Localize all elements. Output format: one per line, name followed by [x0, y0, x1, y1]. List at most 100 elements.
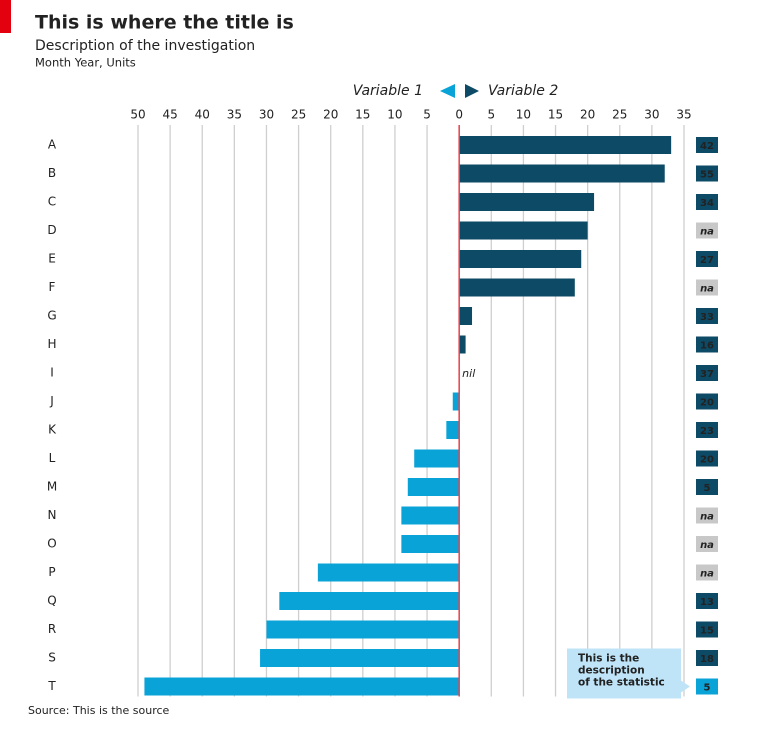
stat-box: [696, 393, 718, 410]
stat-box: [696, 279, 718, 296]
y-tick-label: S: [48, 651, 56, 665]
bar: [459, 250, 582, 268]
x-tick-label: 10: [387, 108, 402, 122]
bar: [414, 449, 460, 468]
x-tick-label: 30: [259, 108, 274, 122]
y-tick-label: N: [48, 508, 57, 522]
y-tick-label: J: [49, 394, 54, 408]
stat-label: 5: [704, 683, 711, 694]
stat-box: [696, 507, 718, 524]
x-tick-label: 25: [612, 108, 627, 122]
stat-box: [696, 593, 718, 609]
x-tick-label: 10: [516, 108, 531, 122]
stat-box: [696, 450, 718, 467]
y-tick-label: C: [48, 195, 56, 209]
y-tick-label: O: [47, 537, 56, 551]
legend-marker: [465, 84, 479, 98]
stat-label: 18: [700, 654, 714, 665]
x-tick-label: 45: [162, 108, 177, 122]
bar: [266, 620, 460, 639]
y-tick-label: K: [48, 423, 57, 437]
stat-label: 5: [704, 483, 711, 494]
annotation-pointer: [681, 680, 690, 693]
x-tick-label: 35: [227, 108, 242, 122]
y-tick-label: T: [47, 679, 56, 693]
stat-box: [696, 308, 718, 324]
stat-label: 20: [700, 455, 714, 466]
bar: [401, 535, 460, 553]
stat-box: [696, 422, 718, 438]
x-tick-label: 15: [548, 108, 563, 122]
legend-label: Variable 1: [353, 83, 423, 99]
stat-label: na: [700, 540, 714, 551]
y-tick-label: L: [49, 451, 56, 465]
stat-box: [696, 678, 718, 695]
bar: [452, 392, 460, 411]
x-tick-label: 20: [323, 108, 338, 122]
y-tick-label: M: [47, 480, 57, 494]
bar: [144, 677, 460, 696]
x-tick-label: 5: [423, 108, 431, 122]
stat-label: 15: [700, 626, 714, 637]
bar: [317, 563, 460, 582]
stat-box: [696, 165, 718, 182]
stat-box: [696, 365, 718, 381]
chart-title: This is where the title is: [35, 12, 294, 34]
y-tick-label: G: [47, 309, 56, 323]
stat-box: [696, 194, 718, 210]
bar: [401, 506, 460, 525]
stat-label: 16: [700, 341, 714, 352]
stat-label: 27: [700, 255, 714, 266]
stat-box: [696, 137, 718, 153]
bar: [446, 421, 460, 439]
brand-bar: [0, 0, 11, 33]
stat-label: 20: [700, 398, 714, 409]
y-tick-label: I: [50, 366, 54, 380]
stat-box: [696, 479, 718, 495]
stat-label: na: [700, 512, 714, 523]
bar: [407, 478, 460, 496]
y-tick-label: D: [47, 223, 56, 237]
stat-box: [696, 650, 718, 666]
x-tick-label: 25: [291, 108, 306, 122]
stat-box: [696, 621, 718, 638]
y-tick-label: B: [48, 166, 56, 180]
stat-label: na: [700, 227, 714, 238]
legend-marker: [440, 84, 455, 98]
y-tick-label: R: [48, 622, 56, 636]
x-tick-label: 20: [580, 108, 595, 122]
bar: [459, 136, 672, 154]
x-tick-label: 5: [487, 108, 495, 122]
bar: [459, 335, 466, 354]
y-tick-label: A: [48, 138, 57, 152]
stat-label: 42: [700, 141, 714, 152]
stat-label: 13: [700, 597, 714, 608]
stat-label: na: [700, 284, 714, 295]
bar: [459, 164, 665, 183]
data-label: nil: [462, 367, 475, 380]
stat-box: [696, 536, 718, 552]
x-tick-label: 15: [355, 108, 370, 122]
stat-box: [696, 251, 718, 267]
stat-label: 33: [700, 312, 714, 323]
chart-subtitle: Description of the investigation: [35, 38, 255, 54]
stat-box: [696, 336, 718, 353]
bar: [459, 278, 575, 297]
x-tick-label: 0: [455, 108, 463, 122]
units: Month Year, Units: [35, 56, 136, 70]
x-tick-label: 50: [130, 108, 145, 122]
x-tick-label: 30: [644, 108, 659, 122]
annotation-text: of the statistic: [578, 677, 665, 689]
stat-box: [696, 564, 718, 581]
stat-label: 37: [700, 369, 714, 380]
bar: [279, 592, 460, 610]
y-tick-label: Q: [47, 594, 56, 608]
y-tick-label: H: [47, 337, 56, 351]
bar: [459, 221, 588, 240]
stat-label: 23: [700, 426, 714, 437]
source: Source: This is the source: [28, 704, 170, 717]
stat-label: na: [700, 569, 714, 580]
stat-label: 55: [700, 170, 714, 181]
annotation-box: [567, 648, 681, 699]
bar: [260, 649, 460, 667]
